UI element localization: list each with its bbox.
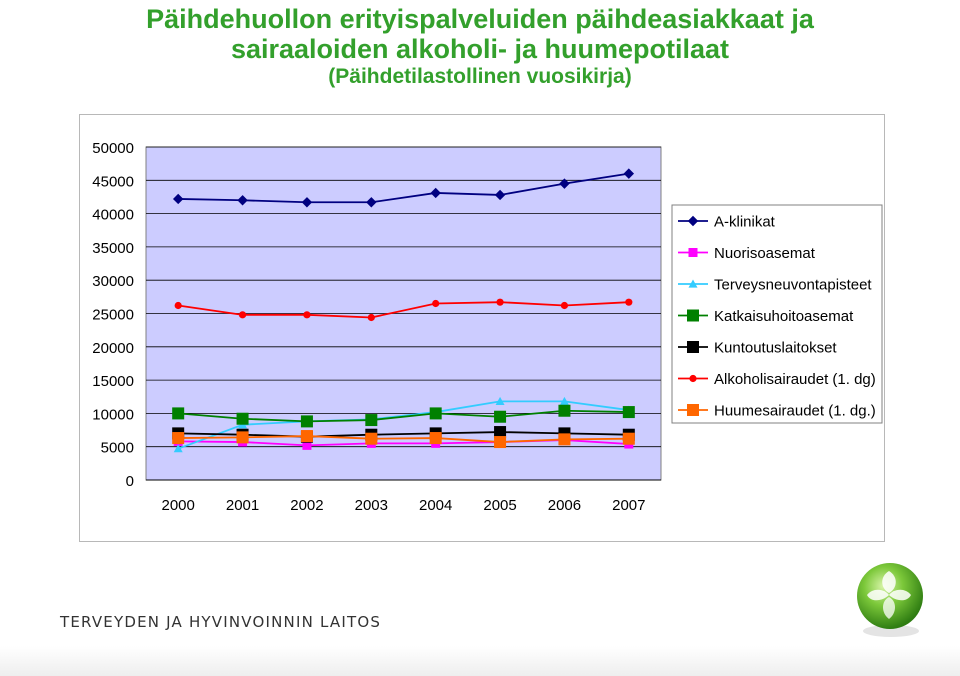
legend-marker	[687, 309, 699, 322]
y-tick-label: 25000	[92, 307, 134, 324]
x-tick-label: 2003	[355, 497, 388, 514]
data-point	[300, 415, 313, 428]
x-tick-label: 2000	[162, 497, 195, 514]
data-point	[560, 301, 569, 310]
series-line-4	[178, 409, 629, 423]
title-block: Päihdehuollon erityispalveluiden päihdea…	[0, 0, 960, 90]
legend-label: Katkaisuhoitoasemat	[714, 308, 854, 325]
organization-name: TERVEYDEN JA HYVINVOINNIN LAITOS	[60, 613, 382, 631]
data-point	[172, 432, 185, 445]
data-point	[172, 193, 184, 205]
legend-marker	[687, 215, 699, 227]
data-point	[494, 189, 506, 201]
y-tick-label: 45000	[92, 173, 134, 190]
y-tick-label: 0	[126, 473, 134, 490]
legend-marker	[688, 279, 698, 288]
data-point	[625, 298, 633, 306]
legend-marker	[688, 248, 698, 257]
legend-label: Huumesairaudet (1. dg.)	[714, 403, 876, 420]
data-point	[303, 311, 311, 319]
data-point	[236, 412, 249, 425]
data-point	[429, 432, 442, 445]
footer-bar	[0, 646, 960, 676]
data-point	[237, 195, 248, 206]
thl-globe-logo-icon	[857, 563, 923, 637]
x-tick-label: 2007	[612, 497, 645, 514]
legend-label: Alkoholisairaudet (1. dg)	[714, 371, 876, 388]
y-tick-label: 35000	[92, 240, 134, 257]
series-line-6	[178, 301, 629, 319]
y-tick-label: 15000	[92, 373, 134, 390]
data-point	[558, 433, 571, 446]
y-tick-label: 30000	[92, 273, 134, 290]
data-point	[301, 197, 313, 208]
data-point	[559, 178, 570, 189]
x-tick-label: 2005	[483, 497, 516, 514]
y-tick-label: 10000	[92, 406, 134, 423]
data-point	[238, 311, 247, 319]
series-line-7	[178, 435, 629, 443]
line-chart: 0 5000 10000 15000 20000 25000 30000 35000 40000…	[92, 140, 883, 514]
data-point	[494, 410, 507, 423]
title-line-1: Päihdehuollon erityispalveluiden päihdea…	[146, 4, 814, 34]
y-tick-label: 40000	[92, 207, 134, 224]
legend-label: Nuorisoasemat	[714, 245, 816, 262]
data-point	[622, 432, 635, 445]
data-point	[496, 298, 504, 306]
series-line-5	[178, 431, 629, 438]
legend-label: Kuntoutuslaitokset	[714, 340, 837, 357]
y-tick-label: 5000	[101, 440, 134, 457]
x-tick-label: 2001	[226, 497, 259, 514]
title-line-2: sairaaloiden alkoholi- ja huumepotilaat	[230, 34, 730, 64]
data-point	[558, 404, 571, 417]
legend-marker	[689, 374, 697, 383]
data-point	[173, 444, 183, 453]
subtitle: (Päihdetilastollinen vuosikirja)	[328, 65, 632, 88]
x-tick-label: 2006	[548, 497, 581, 514]
data-point	[300, 430, 313, 443]
x-tick-label: 2004	[419, 497, 452, 514]
legend-box	[671, 204, 883, 424]
legend-label: A-klinikat	[714, 214, 776, 231]
data-point	[367, 313, 375, 322]
data-point	[174, 301, 182, 310]
data-point	[365, 432, 378, 445]
series-line-3	[177, 400, 629, 450]
y-tick-label: 50000	[92, 140, 134, 157]
data-point	[559, 396, 569, 406]
legend-marker	[687, 341, 699, 353]
data-point	[302, 440, 312, 450]
y-tick-label: 20000	[92, 340, 134, 357]
data-point	[494, 436, 507, 449]
data-point	[172, 407, 185, 420]
data-point	[365, 414, 378, 427]
legend-label: Terveysneuvontapisteet	[714, 277, 872, 294]
data-point	[366, 197, 377, 208]
series-line-1	[178, 172, 629, 204]
data-point	[622, 406, 635, 419]
data-point	[495, 396, 505, 406]
data-point	[236, 431, 249, 444]
chart-area: 0 5000 10000 15000 20000 25000 30000 35000 40000…	[79, 114, 885, 542]
data-point	[494, 426, 507, 439]
data-point	[432, 299, 440, 308]
x-tick-label: 2002	[290, 497, 323, 514]
data-point	[623, 168, 635, 179]
data-point	[430, 187, 441, 199]
legend-marker	[687, 404, 699, 416]
data-point	[429, 407, 442, 420]
